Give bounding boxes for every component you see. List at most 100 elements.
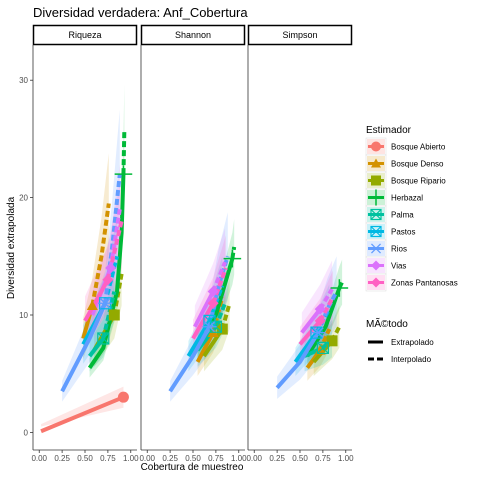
reference-points (86, 165, 133, 403)
point-rios (311, 327, 326, 339)
legend-key-shape (370, 225, 382, 238)
extrap-line-zonas-pantanosas (211, 267, 228, 304)
facet-strip-label: Shannon (175, 30, 211, 40)
extrap-line-rios (316, 290, 339, 334)
ribbon-vias (301, 260, 333, 353)
diamond-marker (102, 274, 114, 286)
point-herbazal (330, 279, 349, 297)
star-d2 (370, 243, 382, 254)
x-tick-label: 1.00 (123, 454, 139, 463)
x-tick-label: 0.25 (54, 454, 70, 463)
legend-label: Rios (391, 245, 407, 254)
extrap-line-bosque-denso (90, 203, 111, 306)
legend-key-shape (371, 175, 381, 186)
box-marker (316, 341, 329, 354)
facet-riqueza: Riqueza 0.00 0.25 0.50 0.75 1.00 (31, 24, 139, 463)
interp-line-rios (60, 302, 107, 393)
chart-title: Diversidad verdadera: Anf_Cobertura (33, 5, 248, 20)
legend: Estimador Bosque Abierto Bosque Denso Bosqu… (365, 125, 458, 364)
ribbon-bosque-abierto (41, 386, 124, 427)
box-diag-2 (316, 341, 329, 354)
legend-item-palma: Palma (365, 205, 414, 224)
box-diag-2 (203, 314, 216, 327)
legend-title-metodo: MÃ©todo (366, 317, 408, 330)
point-rios (202, 321, 217, 333)
ribbon-vias (194, 228, 226, 348)
point-vias (314, 303, 326, 315)
legend-key-shape (371, 277, 381, 288)
point-palma (97, 332, 110, 345)
x-tick-label: 0.50 (292, 454, 308, 463)
x-tick-label: 0.75 (315, 454, 331, 463)
box-marker (97, 332, 110, 345)
legend-label: Bosque Ripario (391, 177, 446, 186)
reference-points (310, 279, 349, 355)
point-vias (105, 262, 117, 274)
square-marker (326, 335, 338, 347)
legend-label: Bosque Abierto (391, 143, 446, 152)
extrap-line-vias (211, 261, 227, 293)
square-marker (371, 175, 381, 186)
y-tick-label: 20 (19, 194, 28, 203)
facet-strip (32, 24, 138, 46)
facet-strip-label: Riqueza (68, 30, 101, 40)
square-marker (216, 323, 228, 335)
interp-line-vias (193, 290, 215, 328)
x-tick-label: 0.50 (185, 454, 201, 463)
legend-label: Bosque Denso (391, 160, 444, 169)
point-vias (207, 286, 219, 298)
legend-label: Extrapolado (391, 338, 434, 347)
series-lines (168, 246, 237, 393)
point-bosque-ripario (108, 309, 120, 321)
diamond-marker (314, 303, 326, 315)
interp-line-bosque-denso (195, 331, 215, 363)
diamond-marker (314, 315, 326, 327)
extrap-line-palma (214, 302, 227, 328)
legend-key-shape (368, 189, 384, 206)
point-bosque-denso (86, 300, 98, 311)
legend-label: Zonas Pantanosas (391, 279, 458, 288)
diamond-marker (105, 262, 117, 274)
point-zonas-pantanosas (102, 274, 114, 286)
interp-line-rios (275, 331, 321, 390)
legend-item-bosque-ripario: Bosque Ripario (365, 171, 446, 190)
facet-strip (247, 24, 353, 46)
point-palma (316, 341, 329, 354)
y-tick-label: 30 (19, 76, 28, 85)
reference-points (202, 249, 242, 338)
interp-line-zonas-pantanosas (298, 319, 322, 346)
star-d2 (312, 327, 324, 339)
interp-line-bosque-abierto (40, 395, 125, 434)
legend-item-rios: Rios (365, 239, 407, 258)
x-tick-label: 0.25 (269, 454, 285, 463)
x-tick-label: 0.00 (139, 454, 155, 463)
facet-panels: Riqueza 0.00 0.25 0.50 0.75 1.00 Shannon 0.00 0.… (31, 24, 354, 463)
legend-item-herbazal: Herbazal (365, 188, 423, 207)
x-tick-label: 0.00 (31, 454, 47, 463)
legend-key-shape (370, 208, 382, 221)
facet-simpson: Simpson 0.00 0.25 0.50 0.75 1.00 (246, 24, 354, 463)
legend-item-interpolado: Interpolado (368, 355, 432, 364)
interp-line-zonas-pantanosas (83, 278, 110, 322)
box-marker (370, 208, 382, 221)
legend-item-zonas-pantanosas: Zonas Pantanosas (365, 273, 458, 292)
x-tick-label: 0.75 (208, 454, 224, 463)
y-tick-label: 10 (19, 311, 28, 320)
point-herbazal (223, 249, 242, 268)
extrap-line-herbazal (121, 129, 127, 175)
x-tick-label: 0.00 (246, 454, 262, 463)
diamond-marker (371, 260, 381, 271)
interp-line-herbazal (305, 287, 342, 358)
star-d2 (99, 297, 111, 309)
x-axis-label: Cobertura de muestreo (141, 462, 244, 473)
y-tick-label: 0 (24, 428, 29, 437)
legend-label: Pastos (391, 228, 415, 237)
point-rios (97, 297, 113, 309)
legend-label: Vias (391, 262, 406, 271)
x-tick-label: 0.25 (162, 454, 178, 463)
box-marker (370, 225, 382, 238)
legend-key-shape (369, 243, 383, 254)
interp-line-vias (300, 307, 322, 334)
legend-item-extrapolado: Extrapolado (368, 338, 434, 347)
